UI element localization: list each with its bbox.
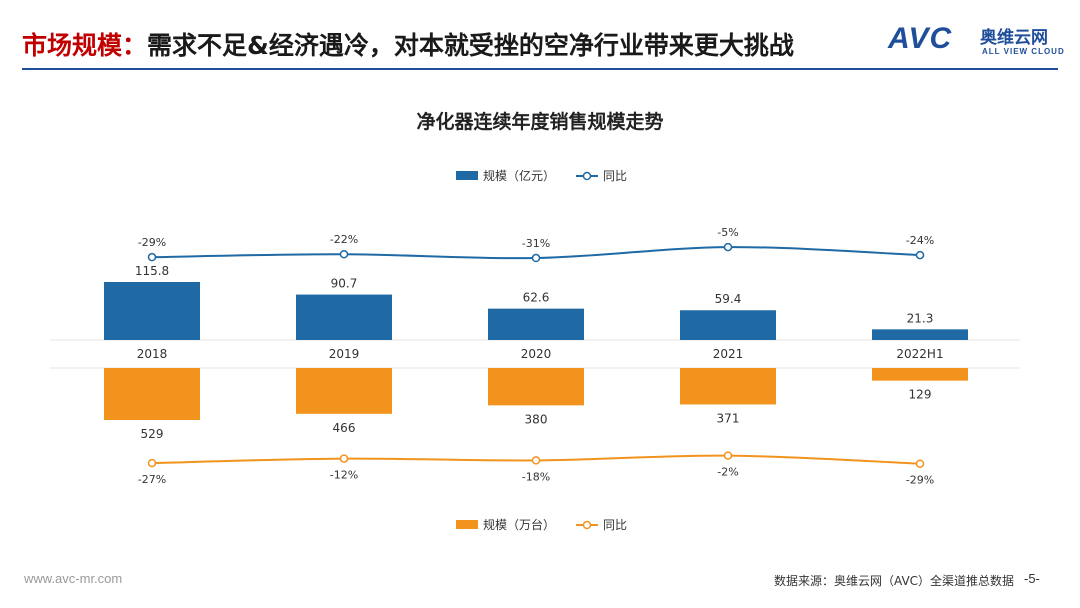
bottom-yoy-point-2022H1 (915, 459, 925, 468)
top-yoy-point-2019 (339, 249, 349, 259)
category-label-2019: 2019 (329, 347, 360, 361)
bottom-legend-bar-label: 规模（万台） (483, 517, 555, 532)
page-number: -5- (1024, 571, 1040, 586)
top-yoy-point-2021 (723, 242, 733, 252)
logo-en: ALL VIEW CLOUD (982, 47, 1065, 56)
bottom-yoy-label-2019: -12% (330, 469, 358, 482)
top-yoy-point-2022H1 (915, 250, 925, 260)
top-bar-label-2019: 90.7 (331, 277, 358, 291)
bottom-bar-2020 (488, 368, 584, 406)
avc-logo: AVC 奥维云网 ALL VIEW CLOUD (888, 22, 1064, 62)
top-bar-2020 (488, 308, 584, 340)
top-yoy-label-2020: -31% (522, 237, 550, 250)
bottom-bar-2021 (680, 368, 776, 405)
bottom-legend-line-label: 同比 (603, 518, 627, 532)
logo-mark: AVC (888, 22, 953, 55)
bottom-yoy-label-2022H1: -29% (906, 474, 934, 487)
top-bar-label-2021: 59.4 (715, 292, 742, 306)
category-label-2022H1: 2022H1 (896, 347, 943, 361)
bottom-yoy-label-2020: -18% (522, 470, 550, 483)
chart-title: 净化器连续年度销售规模走势 (416, 110, 663, 133)
top-bar-2021 (680, 310, 776, 340)
footer-url[interactable]: www.avc-mr.com (24, 571, 123, 586)
category-label-2018: 2018 (137, 347, 168, 361)
top-yoy-label-2022H1: -24% (906, 234, 934, 247)
bottom-bar-label-2019: 466 (333, 421, 356, 435)
bottom-yoy-point-2021 (723, 451, 733, 460)
top-yoy-point-2018 (147, 252, 157, 262)
slide-title: 市场规模：需求不足&经济遇冷，对本就受挫的空净行业带来更大挑战 (22, 26, 794, 62)
footer-source: 数据来源：奥维云网（AVC）全渠道推总数据 (774, 574, 1015, 588)
top-bar-label-2022H1: 21.3 (907, 311, 934, 325)
top-yoy-label-2021: -5% (717, 226, 738, 239)
bottom-bar-label-2022H1: 129 (909, 388, 932, 402)
bottom-bar-2019 (296, 368, 392, 414)
bottom-bar-label-2021: 371 (717, 411, 740, 425)
category-label-2020: 2020 (521, 347, 552, 361)
bottom-bar-label-2020: 380 (525, 412, 548, 426)
bottom-bar-2018 (104, 368, 200, 420)
bottom-yoy-label-2018: -27% (138, 473, 166, 486)
bottom-legend-line-marker (582, 520, 592, 530)
top-yoy-point-2020 (531, 253, 541, 263)
top-bar-2019 (296, 294, 392, 340)
top-bar-label-2020: 62.6 (523, 291, 550, 305)
bottom-yoy-point-2018 (147, 458, 157, 468)
top-bar-2018 (104, 282, 200, 340)
bottom-bar-label-2018: 529 (141, 427, 164, 441)
category-label-2021: 2021 (713, 347, 744, 361)
top-legend-line-label: 同比 (603, 169, 627, 183)
bottom-legend-bar-swatch (456, 520, 478, 529)
top-legend-bar-swatch (456, 171, 478, 180)
bottom-yoy-point-2019 (339, 454, 349, 463)
top-legend-bar-label: 规模（亿元） (483, 168, 555, 183)
slide-title-rest: 需求不足&经济遇冷，对本就受挫的空净行业带来更大挑战 (147, 31, 794, 60)
top-legend-line-marker (582, 171, 592, 181)
title-rule (22, 68, 1058, 70)
top-bar-2022H1 (872, 329, 968, 340)
bottom-bar-2022H1 (872, 368, 968, 381)
bottom-yoy-label-2021: -2% (717, 466, 738, 479)
top-yoy-label-2018: -29% (138, 236, 166, 249)
logo-cn: 奥维云网 (980, 28, 1048, 48)
top-yoy-label-2019: -22% (330, 233, 358, 246)
top-bar-label-2018: 115.8 (135, 264, 169, 278)
slide-title-key: 市场规模： (22, 31, 148, 60)
bottom-yoy-point-2020 (531, 456, 541, 465)
